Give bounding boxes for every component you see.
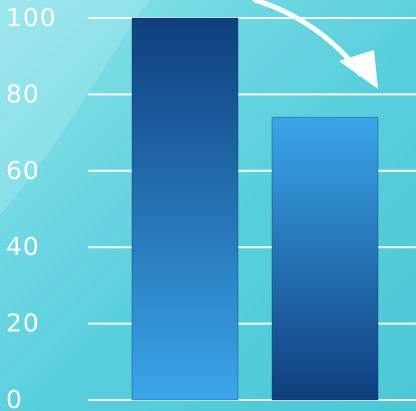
y-tick-label-20: 20 [6, 309, 40, 338]
y-tick-label-60: 60 [6, 156, 40, 185]
y-tick-label-100: 100 [6, 3, 57, 32]
bar-2 [271, 116, 379, 401]
background-highlight [0, 0, 150, 215]
bars [131, 17, 379, 401]
y-axis-ticks: 0 20 40 60 80 100 [6, 3, 57, 411]
y-tick-label-40: 40 [6, 232, 40, 261]
y-tick-label-0: 0 [6, 385, 23, 411]
y-tick-label-80: 80 [6, 79, 40, 108]
trend-arrow-head [339, 50, 378, 89]
bar-1 [131, 17, 239, 401]
